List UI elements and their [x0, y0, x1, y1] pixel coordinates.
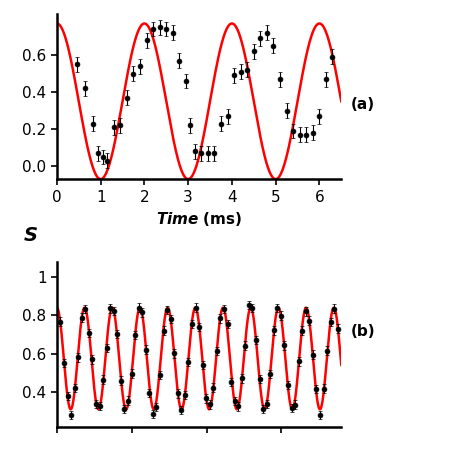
Text: (a): (a) — [351, 97, 375, 112]
Text: (b): (b) — [351, 324, 375, 339]
Text: $\bfit{S}$: $\bfit{S}$ — [23, 226, 38, 245]
X-axis label: $\bfit{Time}$ $\mathbf{(ms)}$: $\bfit{Time}$ $\mathbf{(ms)}$ — [156, 210, 242, 228]
